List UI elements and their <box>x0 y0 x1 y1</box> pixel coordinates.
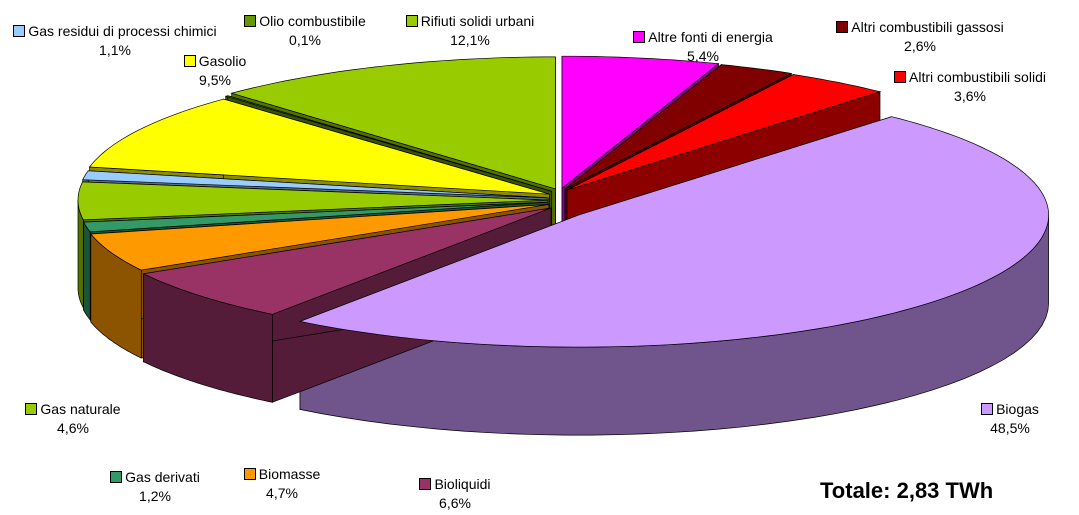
slice <box>561 55 720 189</box>
slice-label: Altri combustibili gassosi 2,6% <box>795 18 1045 56</box>
legend-label: Altre fonti di energia <box>648 29 773 45</box>
slice <box>90 204 549 271</box>
slice-label: Gas derivati 1,2% <box>90 468 220 506</box>
slice <box>564 64 793 190</box>
slice-label: Bioliquidi 6,6% <box>400 475 510 513</box>
slice-label: Biomasse 4,7% <box>227 465 337 503</box>
legend-label: Gas derivati <box>125 469 200 485</box>
legend-label: Altri combustibili gassosi <box>851 19 1004 35</box>
legend-label: Altri combustibili solidi <box>909 69 1046 85</box>
slice <box>82 201 549 233</box>
legend-swatch <box>894 71 907 83</box>
value-label: 1,1% <box>99 42 131 58</box>
value-label: 4,6% <box>57 420 89 436</box>
legend-label: Biogas <box>996 401 1039 417</box>
legend-swatch <box>405 15 418 27</box>
slice-label: Altre fonti di energia 5,4% <box>603 28 803 66</box>
legend-label: Rifiuti solidi urbani <box>420 13 535 29</box>
value-label: 5,4% <box>687 48 719 64</box>
slice <box>77 181 549 221</box>
slice-label: Biogas 48,5% <box>965 400 1055 438</box>
legend-swatch <box>183 55 196 67</box>
slice-label: Altri combustibili solidi 3,6% <box>870 68 1070 106</box>
value-label: 4,7% <box>266 485 298 501</box>
annotation: Totale: 2,83 TWh <box>820 478 994 503</box>
value-label: 12,1% <box>450 32 490 48</box>
slice <box>230 56 556 190</box>
slice-label: Gas naturale 4,6% <box>3 400 143 438</box>
legend-label: Gas residui di processi chimici <box>28 23 217 39</box>
value-label: 3,6% <box>954 88 986 104</box>
legend-label: Gas naturale <box>40 401 121 417</box>
slice <box>88 98 550 195</box>
slice <box>566 74 882 191</box>
slice <box>225 95 552 192</box>
value-label: 6,6% <box>439 495 471 511</box>
slice-label: Rifiuti solidi urbani 12,1% <box>380 12 560 50</box>
legend-swatch <box>243 468 256 480</box>
legend-label: Biomasse <box>258 466 321 482</box>
slice-label: Olio combustibile 0,1% <box>220 12 390 50</box>
value-label: 0,1% <box>289 32 321 48</box>
slice-label: Gasolio 9,5% <box>170 52 260 90</box>
value-label: 2,6% <box>904 38 936 54</box>
value-label: 9,5% <box>199 72 231 88</box>
legend-swatch <box>419 478 432 490</box>
legend-label: Bioliquidi <box>434 476 491 492</box>
legend-swatch <box>244 15 257 27</box>
legend-swatch <box>110 471 123 483</box>
value-label: 48,5% <box>990 420 1030 436</box>
legend-swatch <box>633 31 646 43</box>
legend-swatch <box>25 403 38 415</box>
slice-label: Gas residui di processi chimici 1,1% <box>10 22 220 60</box>
value-label: 1,2% <box>139 488 171 504</box>
slice <box>142 207 552 315</box>
legend-label: Olio combustibile <box>259 13 366 29</box>
slice-side <box>83 221 91 322</box>
legend-swatch <box>836 21 849 33</box>
legend-label: Gasolio <box>198 53 247 69</box>
legend-swatch <box>13 25 26 37</box>
slice <box>82 170 549 199</box>
slice <box>298 116 1049 348</box>
legend-swatch <box>981 403 994 415</box>
